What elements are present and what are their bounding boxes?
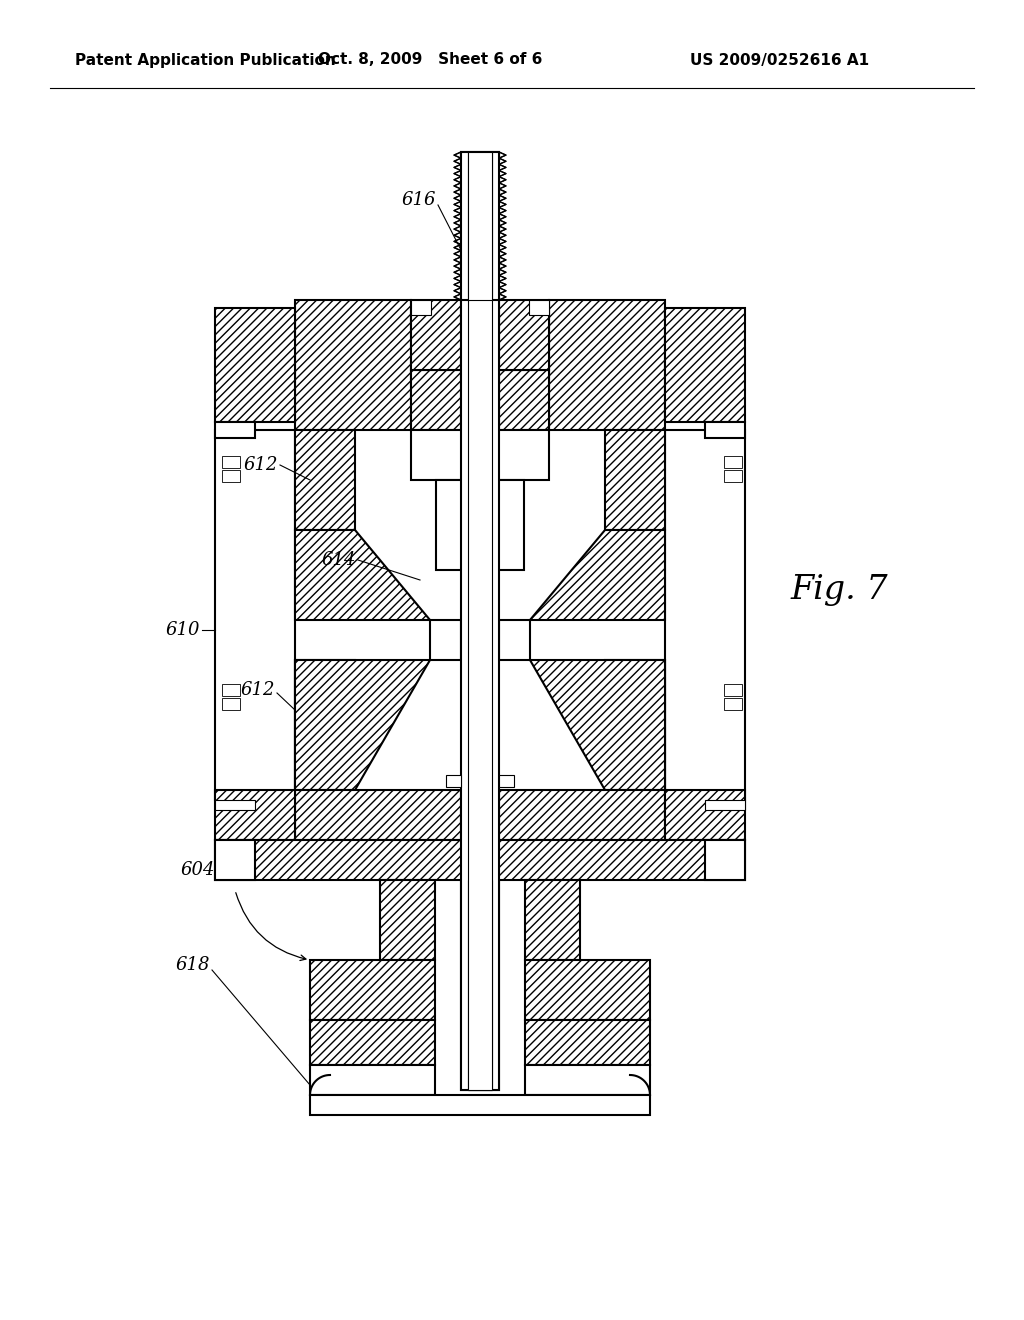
Text: 616: 616 — [401, 191, 436, 209]
Polygon shape — [525, 1020, 650, 1065]
Polygon shape — [499, 370, 549, 430]
Polygon shape — [215, 840, 255, 880]
Polygon shape — [310, 1096, 650, 1115]
Polygon shape — [468, 880, 492, 1090]
Polygon shape — [310, 1020, 435, 1065]
Text: US 2009/0252616 A1: US 2009/0252616 A1 — [690, 53, 869, 67]
Polygon shape — [468, 152, 492, 300]
Polygon shape — [295, 531, 430, 620]
Polygon shape — [215, 422, 255, 438]
Text: Patent Application Publication: Patent Application Publication — [75, 53, 336, 67]
Polygon shape — [605, 660, 665, 789]
Polygon shape — [525, 880, 580, 960]
Polygon shape — [295, 430, 355, 531]
Polygon shape — [665, 789, 745, 840]
Polygon shape — [446, 775, 461, 787]
Polygon shape — [705, 840, 745, 880]
Polygon shape — [380, 880, 435, 960]
Text: 612: 612 — [244, 455, 278, 474]
Polygon shape — [310, 1065, 435, 1096]
Polygon shape — [665, 308, 745, 422]
Polygon shape — [499, 620, 530, 660]
Polygon shape — [705, 422, 745, 438]
Polygon shape — [499, 775, 514, 787]
Polygon shape — [295, 300, 411, 430]
Polygon shape — [222, 455, 240, 469]
Polygon shape — [215, 430, 295, 800]
Polygon shape — [310, 960, 435, 1020]
Polygon shape — [215, 800, 255, 810]
Text: 618: 618 — [175, 956, 210, 974]
Polygon shape — [499, 789, 665, 840]
Polygon shape — [411, 300, 431, 315]
Polygon shape — [724, 698, 742, 710]
Polygon shape — [665, 430, 745, 800]
Polygon shape — [724, 470, 742, 482]
Polygon shape — [530, 531, 665, 620]
Polygon shape — [295, 789, 461, 840]
Polygon shape — [411, 300, 461, 370]
Polygon shape — [724, 455, 742, 469]
Polygon shape — [215, 840, 745, 880]
Polygon shape — [222, 684, 240, 696]
Text: 604: 604 — [180, 861, 215, 879]
Polygon shape — [461, 152, 499, 1090]
Polygon shape — [430, 620, 461, 660]
Polygon shape — [705, 800, 745, 810]
Polygon shape — [436, 480, 524, 570]
Polygon shape — [525, 1065, 650, 1096]
Text: 612: 612 — [241, 681, 275, 700]
Polygon shape — [461, 152, 499, 300]
Polygon shape — [411, 370, 461, 430]
Polygon shape — [222, 470, 240, 482]
Polygon shape — [461, 880, 499, 1090]
Text: Fig. 7: Fig. 7 — [790, 574, 888, 606]
Text: 610: 610 — [166, 620, 200, 639]
Polygon shape — [605, 430, 665, 531]
Polygon shape — [411, 430, 549, 480]
Polygon shape — [525, 960, 650, 1020]
Polygon shape — [215, 308, 295, 422]
Polygon shape — [215, 789, 295, 840]
Polygon shape — [530, 660, 665, 789]
Polygon shape — [222, 698, 240, 710]
Text: Oct. 8, 2009   Sheet 6 of 6: Oct. 8, 2009 Sheet 6 of 6 — [317, 53, 542, 67]
Polygon shape — [295, 660, 430, 789]
Polygon shape — [529, 300, 549, 315]
Polygon shape — [549, 300, 665, 430]
Polygon shape — [295, 660, 355, 789]
Text: 614: 614 — [322, 550, 356, 569]
Polygon shape — [724, 684, 742, 696]
Polygon shape — [468, 152, 492, 1090]
Polygon shape — [499, 300, 549, 370]
